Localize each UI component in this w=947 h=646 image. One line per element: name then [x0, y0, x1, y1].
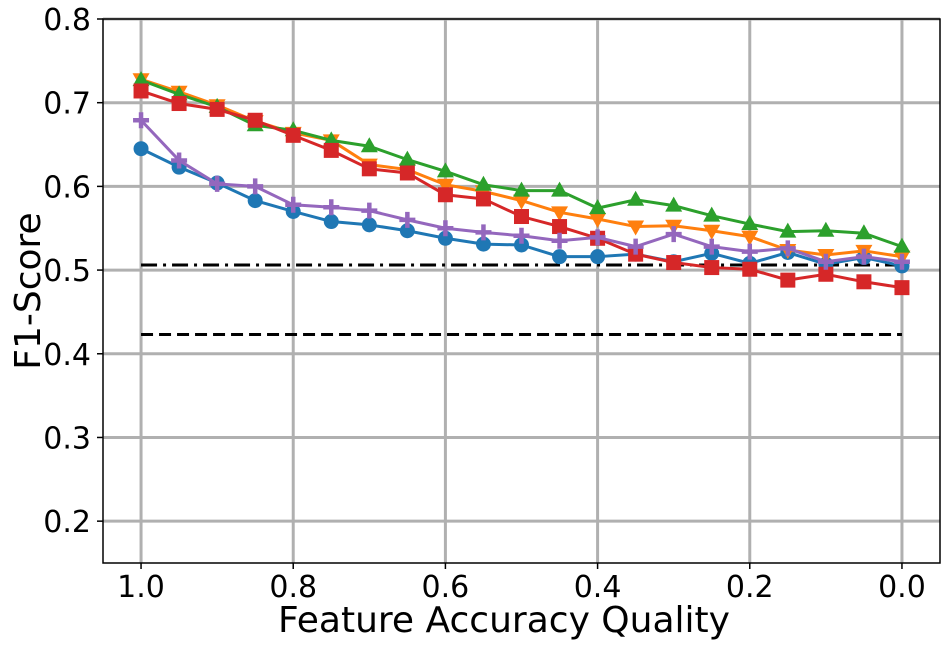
- y-axis-label: F1-Score: [8, 212, 49, 369]
- marker: [361, 161, 377, 177]
- marker: [551, 232, 568, 249]
- marker: [704, 260, 720, 276]
- marker: [171, 152, 188, 169]
- marker: [247, 193, 263, 209]
- marker: [285, 127, 301, 143]
- y-tick-label: 0.6: [43, 170, 91, 205]
- marker: [666, 255, 682, 271]
- marker: [779, 240, 796, 257]
- marker: [514, 237, 529, 253]
- marker: [437, 220, 454, 237]
- marker: [323, 214, 339, 230]
- marker: [437, 230, 453, 246]
- marker: [474, 175, 492, 191]
- marker: [132, 71, 150, 87]
- marker: [703, 224, 721, 240]
- marker: [856, 274, 872, 290]
- marker: [171, 96, 187, 112]
- marker: [627, 190, 645, 206]
- marker: [817, 253, 834, 270]
- marker: [780, 272, 796, 288]
- marker: [817, 221, 835, 237]
- marker: [665, 226, 682, 243]
- marker: [513, 181, 530, 197]
- marker: [893, 253, 910, 270]
- marker: [742, 261, 758, 277]
- marker: [894, 280, 910, 296]
- x-tick-label: 0.6: [422, 570, 470, 605]
- x-tick-label: 0.8: [269, 570, 317, 605]
- y-tick-label: 0.8: [43, 3, 91, 38]
- marker: [133, 141, 149, 157]
- marker: [399, 223, 415, 239]
- marker: [818, 266, 834, 282]
- marker: [514, 209, 529, 225]
- marker: [779, 222, 797, 238]
- marker: [741, 230, 759, 246]
- marker: [361, 202, 378, 219]
- marker: [475, 191, 491, 207]
- marker: [285, 196, 302, 213]
- marker: [398, 150, 416, 166]
- y-tick-label: 0.3: [43, 421, 91, 456]
- marker: [893, 237, 911, 253]
- marker: [323, 142, 339, 158]
- y-tick-label: 0.4: [43, 338, 91, 373]
- marker: [133, 112, 150, 129]
- marker: [247, 178, 264, 195]
- marker: [360, 137, 378, 153]
- y-tick-label: 0.5: [43, 254, 91, 289]
- marker: [703, 206, 721, 222]
- marker: [209, 175, 226, 192]
- marker: [855, 248, 872, 265]
- y-tick-label: 0.2: [43, 505, 91, 540]
- x-tick-label: 0.0: [878, 570, 926, 605]
- marker: [552, 219, 568, 235]
- marker: [513, 227, 530, 244]
- marker: [475, 224, 492, 241]
- marker: [741, 243, 758, 260]
- marker: [436, 162, 454, 178]
- x-axis-label: Feature Accuracy Quality: [278, 600, 730, 641]
- marker: [552, 249, 568, 265]
- marker: [589, 213, 607, 229]
- marker: [551, 206, 569, 222]
- x-tick-label: 0.2: [726, 570, 774, 605]
- marker: [627, 220, 645, 236]
- marker: [323, 199, 340, 216]
- y-tick-label: 0.7: [43, 87, 91, 122]
- x-tick-label: 0.4: [574, 570, 622, 605]
- marker: [399, 211, 416, 228]
- marker: [209, 101, 225, 117]
- marker: [436, 178, 454, 194]
- marker: [322, 131, 340, 147]
- marker: [247, 112, 263, 128]
- marker: [399, 165, 415, 181]
- marker: [665, 196, 683, 212]
- marker: [361, 217, 377, 233]
- marker: [551, 181, 569, 197]
- marker: [590, 249, 606, 265]
- marker: [589, 199, 607, 215]
- marker: [741, 215, 759, 231]
- marker: [133, 83, 149, 99]
- plot-frame: [102, 18, 941, 564]
- marker: [627, 238, 644, 255]
- marker: [703, 238, 720, 255]
- marker: [475, 236, 491, 252]
- x-tick-label: 1.0: [117, 570, 165, 605]
- marker: [589, 229, 606, 246]
- marker: [513, 194, 530, 210]
- marker: [437, 187, 453, 203]
- marker: [855, 224, 873, 240]
